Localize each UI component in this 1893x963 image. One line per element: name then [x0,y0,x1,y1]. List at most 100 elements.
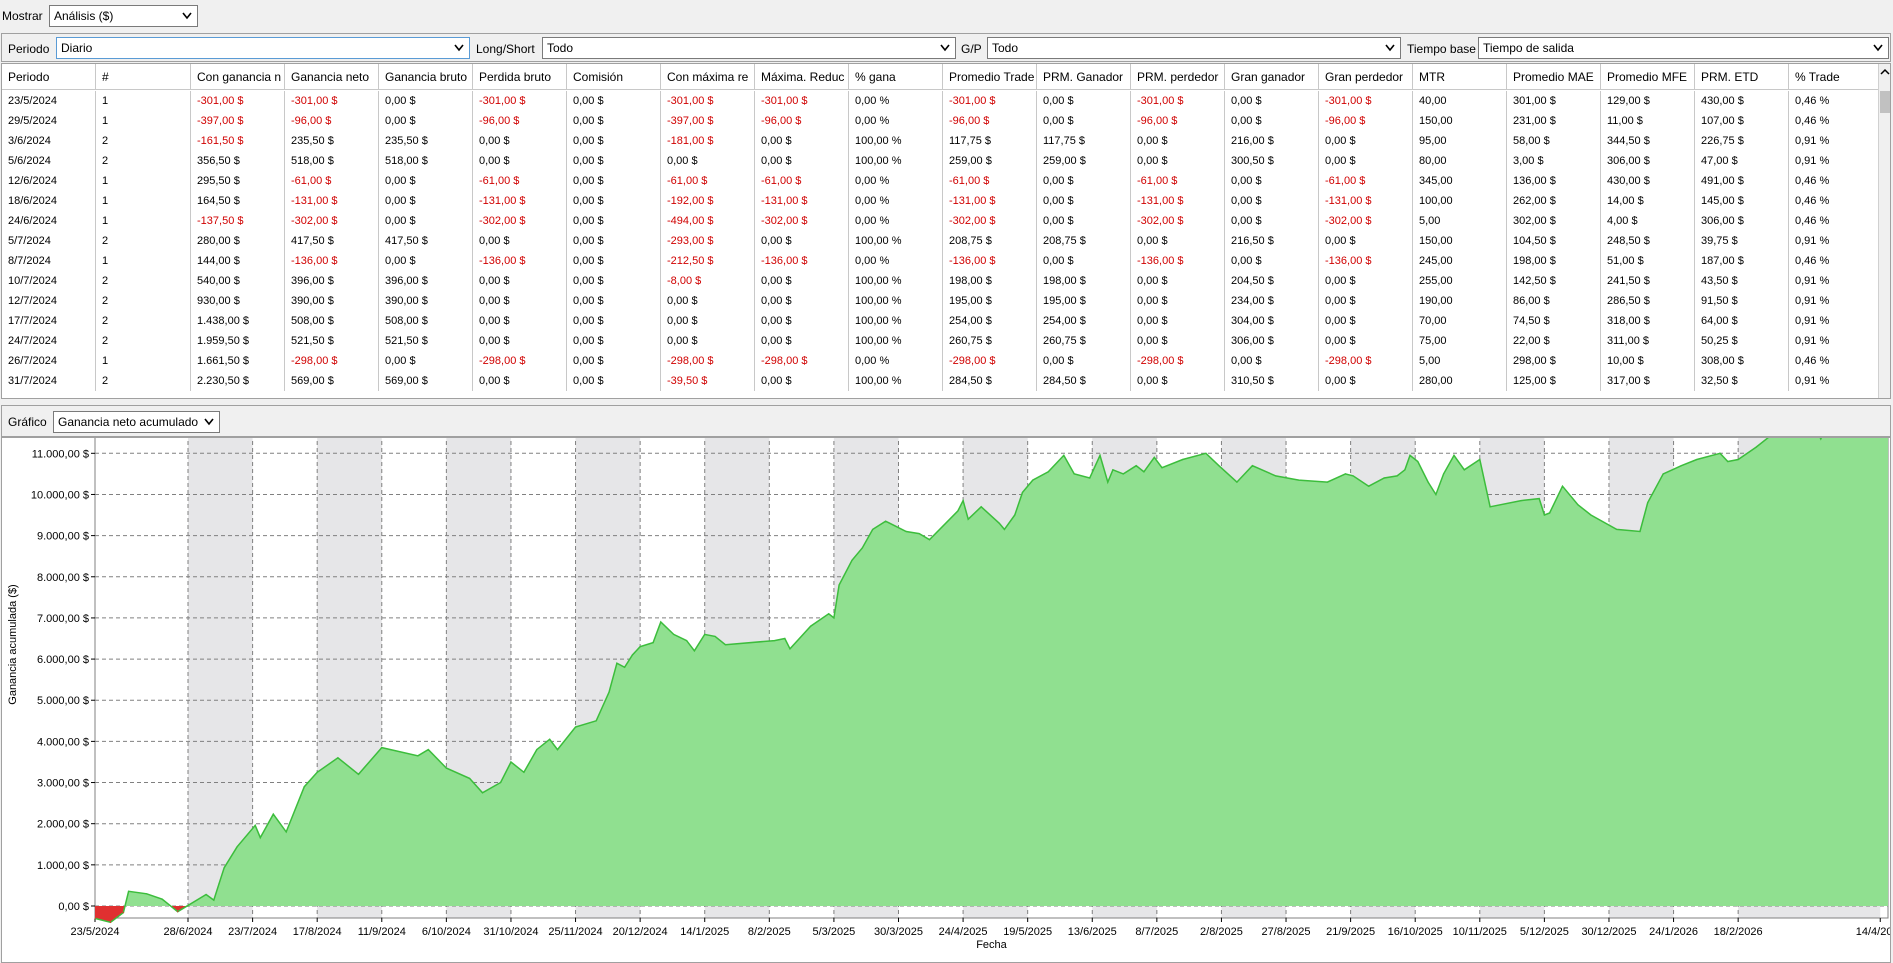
equity-line [94,438,1823,924]
cell-pct-win: 100,00 % [849,151,943,171]
equity-point [1538,497,1540,500]
table-row[interactable]: 24/7/2024 2 1.959,50 $521,50 $521,50 $0,00… [2,331,1880,351]
table-row[interactable]: 8/7/2024 1 144,00 $ -136,00 $0,00 $ -136,00 … [2,251,1880,271]
cell-pct-win: 0,00 % [849,351,943,371]
equity-point [1021,491,1024,494]
cell-avg-winner: 0,00 $ [1037,211,1131,231]
column-header-commission[interactable]: Comisión [567,64,661,90]
cell-pct-trade: 0,91 % [1789,371,1880,391]
cell-avg-winner: 284,50 $ [1037,371,1131,391]
equity-point [127,890,130,892]
equity-point [146,893,148,895]
equity-point [1135,465,1137,467]
equity-point [1820,438,1822,440]
cell-big-winner: 306,00 $ [1225,331,1319,351]
cell-mtr: 5,00 [1413,351,1507,371]
show-select[interactable]: Análisis ($) [49,5,198,27]
cell-pct-win: 0,00 % [849,211,943,231]
equity-point [1236,481,1238,483]
filter-bar: Periodo Diario Long/Short Todo G/P Todo … [1,33,1891,62]
cell-avg-loser: -301,00 $ [1131,91,1225,111]
chart-select[interactable]: Ganancia neto acumulado [53,411,220,433]
x-tick-label: 13/6/2025 [1068,926,1117,938]
cell-mtr: 150,00 [1413,111,1507,131]
table-row[interactable]: 3/6/2024 2 -161,50 $235,50 $235,50 $0,00 $… [2,131,1880,151]
column-header-cum-net[interactable]: Con ganancia n [191,64,285,90]
cell-avg-trade: -61,00 $ [943,171,1037,191]
timebase-select[interactable]: Tiempo de salida [1478,37,1889,59]
equity-point [161,898,163,900]
column-header-avg-etd[interactable]: PRM. ETD [1695,64,1789,90]
cell-avg-loser: 0,00 $ [1131,271,1225,291]
x-tick-label: 25/11/2024 [548,926,602,938]
column-header-avg-loser[interactable]: PRM. perdedor [1131,64,1225,90]
table-row[interactable]: 12/6/2024 1 295,50 $ -61,00 $0,00 $ -61,00 $… [2,171,1880,191]
table-row[interactable]: 24/6/2024 1 -137,50 $ -302,00 $0,00 $ -302,0… [2,211,1880,231]
period-select[interactable]: Diario [56,37,470,59]
column-header-period[interactable]: Periodo [2,64,96,90]
equity-point [1112,469,1114,471]
column-header-count[interactable]: # [96,64,191,90]
table-row[interactable]: 17/7/2024 2 1.438,00 $508,00 $508,00 $0,00… [2,311,1880,331]
cell-big-loser: 0,00 $ [1319,151,1413,171]
column-header-avg-trade[interactable]: Promedio Trade [943,64,1037,90]
cell-gross-profit: 521,50 $ [379,331,473,351]
cell-commission: 0,00 $ [567,191,661,211]
column-header-big-winner[interactable]: Gran ganador [1225,64,1319,90]
cell-avg-trade: -298,00 $ [943,351,1037,371]
cell-avg-loser: 0,00 $ [1131,151,1225,171]
chart-label: Gráfico [8,415,47,429]
equity-point [1368,485,1370,487]
table-scrollbar[interactable] [1878,64,1890,398]
equity-point [1590,514,1592,516]
x-tick-label: 30/12/2025 [1581,926,1636,938]
cell-period: 12/7/2024 [2,291,96,311]
longshort-select[interactable]: Todo [542,37,956,59]
cell-avg-etd: 43,50 $ [1695,271,1789,291]
table-row[interactable]: 12/7/2024 2 930,00 $390,00 $390,00 $0,00 $… [2,291,1880,311]
equity-point [693,650,695,652]
equity-point [574,726,577,728]
column-header-avg-mfe[interactable]: Promedio MFE [1601,64,1695,90]
equity-point [427,749,429,751]
column-header-mtr[interactable]: MTR [1413,64,1507,90]
column-header-avg-winner[interactable]: PRM. Ganador [1037,64,1131,90]
column-header-pct-win[interactable]: % gana [849,64,943,90]
scrollbar-thumb[interactable] [1880,91,1890,113]
column-header-gross-loss[interactable]: Perdida bruto [473,64,567,90]
cell-count: 1 [96,351,191,371]
cell-max-cum: 0,00 $ [661,151,755,171]
column-header-big-loser[interactable]: Gran perdedor [1319,64,1413,90]
column-header-net-profit[interactable]: Ganancia neto [285,64,379,90]
column-header-avg-mae[interactable]: Promedio MAE [1507,64,1601,90]
column-header-gross-profit[interactable]: Ganancia bruto [379,64,473,90]
cell-avg-mae: 74,50 $ [1507,311,1601,331]
gp-select[interactable]: Todo [987,37,1401,59]
cell-big-loser: -136,00 $ [1319,251,1413,271]
cell-avg-loser: 0,00 $ [1131,331,1225,351]
table-row[interactable]: 23/5/2024 1 -301,00 $ -301,00 $0,00 $ -301,0… [2,91,1880,111]
cell-net-profit: 508,00 $ [285,311,379,331]
scroll-up-icon[interactable] [1880,66,1890,76]
table-row[interactable]: 18/6/2024 1 164,50 $ -131,00 $0,00 $ -131,00… [2,191,1880,211]
cell-avg-loser: -96,00 $ [1131,111,1225,131]
equity-point [218,883,220,885]
table-row[interactable]: 29/5/2024 1 -397,00 $ -96,00 $0,00 $ -96,00 … [2,111,1880,131]
y-tick-label: 6.000,00 $ [37,654,89,666]
cell-net-profit: 390,00 $ [285,291,379,311]
cell-avg-trade: -96,00 $ [943,111,1037,131]
cell-big-loser: 0,00 $ [1319,231,1413,251]
cell-mtr: 40,00 [1413,91,1507,111]
y-tick-label: 2.000,00 $ [37,819,89,831]
table-row[interactable]: 5/6/2024 2 356,50 $518,00 $518,00 $0,00 $0… [2,151,1880,171]
table-row[interactable]: 10/7/2024 2 540,00 $396,00 $396,00 $0,00 $… [2,271,1880,291]
table-row[interactable]: 26/7/2024 1 1.661,50 $ -298,00 $0,00 $ -298,… [2,351,1880,371]
column-header-max-cum[interactable]: Con máxima re [661,64,755,90]
cell-gross-loss: 0,00 $ [473,271,567,291]
equity-point [704,633,706,635]
table-row[interactable]: 5/7/2024 2 280,00 $417,50 $417,50 $0,00 $0… [2,231,1880,251]
column-header-pct-trade[interactable]: % Trade [1789,64,1884,90]
column-header-max-drawdown[interactable]: Máxima. Reduc [755,64,849,90]
table-row[interactable]: 31/7/2024 2 2.230,50 $569,00 $569,00 $0,00… [2,371,1880,391]
cell-gross-profit: 0,00 $ [379,251,473,271]
